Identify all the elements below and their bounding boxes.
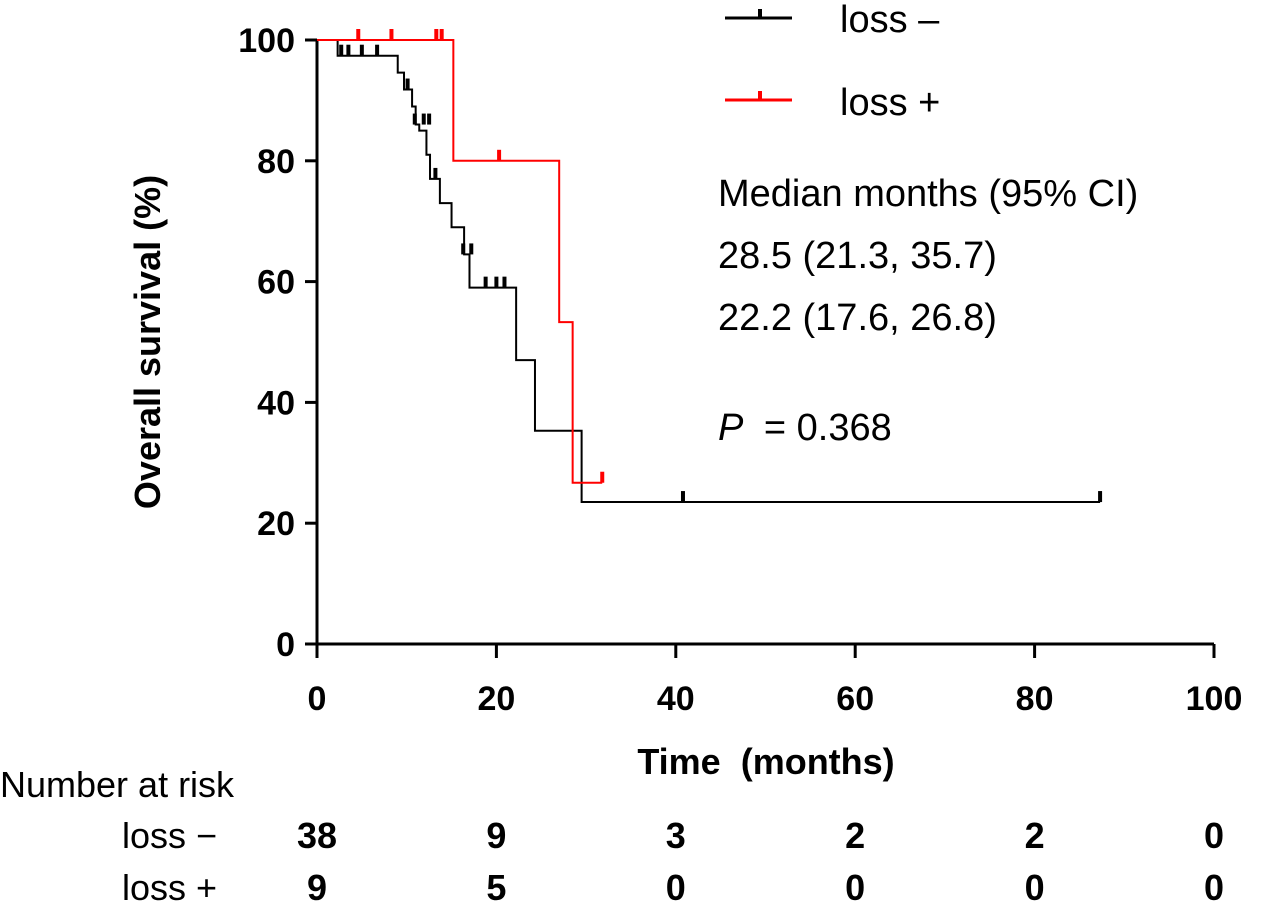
risk-value: 2 (845, 815, 865, 856)
censor-marks-loss-plus (356, 29, 605, 483)
risk-row-label-loss-plus: loss + (122, 867, 217, 905)
survival-curve-loss-minus (317, 39, 1101, 504)
censor-marks-loss-minus (339, 44, 1103, 503)
x-tick-marks (315, 644, 1216, 658)
median-header: Median months (95% CI) (718, 173, 1138, 215)
median-annotation: Median months (95% CI) 28.5 (21.3, 35.7)… (718, 173, 1138, 339)
risk-value: 0 (1025, 867, 1045, 905)
y-tick-marks (305, 38, 317, 646)
y-tick-labels: 0 20 40 60 80 100 (238, 22, 295, 664)
survival-curve-loss-plus (317, 39, 603, 484)
y-tick-label-3: 60 (257, 264, 295, 302)
legend-entry-loss-plus: loss + (725, 82, 940, 124)
x-tick-label-4: 80 (1016, 680, 1054, 718)
risk-value: 0 (845, 867, 865, 905)
series-loss-minus (317, 39, 1103, 504)
p-value-number: = 0.368 (764, 407, 892, 449)
risk-row-label-loss-minus: loss − (122, 815, 217, 856)
legend-label-loss-plus: loss + (840, 82, 940, 124)
y-axis-title: Overall survival (%) (127, 175, 168, 509)
risk-value: 0 (1204, 815, 1224, 856)
x-tick-label-0: 0 (308, 680, 327, 718)
risk-value: 0 (666, 867, 686, 905)
legend: loss – loss + (725, 0, 940, 124)
y-tick-label-4: 80 (257, 143, 295, 181)
y-tick-label-1: 20 (257, 505, 295, 543)
series-loss-plus (317, 29, 605, 484)
y-tick-label-5: 100 (238, 22, 295, 60)
x-tick-labels: 0 20 40 60 80 100 (308, 680, 1243, 718)
x-tick-label-3: 60 (836, 680, 874, 718)
x-tick-label-5: 100 (1186, 680, 1243, 718)
axes (305, 38, 1216, 658)
legend-entry-loss-minus: loss – (725, 0, 940, 41)
x-axis-title: Time (months) (637, 741, 894, 782)
p-value: P = 0.368 (718, 407, 892, 449)
risk-value: 0 (1204, 867, 1224, 905)
median-row-loss-minus: 28.5 (21.3, 35.7) (718, 235, 997, 277)
y-tick-label-2: 40 (257, 384, 295, 422)
risk-value: 9 (486, 815, 506, 856)
median-row-loss-plus: 22.2 (17.6, 26.8) (718, 297, 997, 339)
risk-table: Number at risk loss − loss + 38 9 3 2 2 … (0, 764, 1224, 905)
risk-table-title: Number at risk (0, 764, 235, 805)
risk-value: 2 (1025, 815, 1045, 856)
risk-value: 38 (297, 815, 337, 856)
risk-value: 3 (666, 815, 686, 856)
legend-label-loss-minus: loss – (840, 0, 940, 41)
x-tick-label-1: 20 (477, 680, 515, 718)
risk-value: 5 (486, 867, 506, 905)
p-value-symbol: P (718, 407, 744, 449)
x-tick-label-2: 40 (657, 680, 695, 718)
y-tick-label-0: 0 (276, 626, 295, 664)
risk-value: 9 (307, 867, 327, 905)
